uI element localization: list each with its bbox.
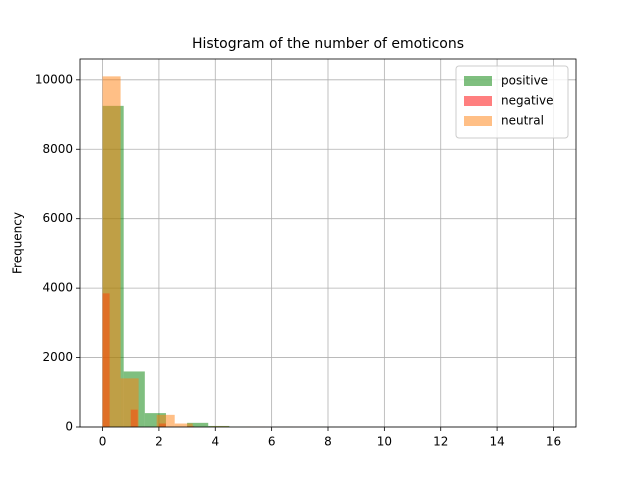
y-tick-label: 4000 [42, 281, 73, 295]
x-tick-label: 16 [546, 435, 561, 449]
legend-label: negative [501, 94, 553, 108]
x-tick-label: 0 [99, 435, 107, 449]
legend: positive negative neutral [455, 65, 569, 139]
x-tick-label: 14 [489, 435, 504, 449]
legend-swatch [464, 76, 492, 86]
y-axis-label: Frequency [11, 212, 25, 274]
legend-swatch [464, 96, 492, 106]
y-tick-label: 8000 [42, 142, 73, 156]
y-tick-label: 2000 [42, 350, 73, 364]
bar [187, 422, 209, 427]
x-tick-label: 2 [155, 435, 163, 449]
x-tick-label: 10 [377, 435, 392, 449]
bar [156, 414, 175, 427]
chart-title: Histogram of the number of emoticons [192, 36, 464, 52]
y-tick-label: 10000 [35, 72, 73, 86]
bar [120, 378, 139, 427]
x-tick-label: 12 [433, 435, 448, 449]
y-tick-label: 6000 [42, 211, 73, 225]
legend-label: neutral [501, 114, 544, 128]
x-tick-label: 4 [211, 435, 219, 449]
bar [174, 423, 193, 427]
bar [102, 76, 121, 427]
plot-frame [79, 58, 577, 428]
legend-swatch [464, 116, 492, 126]
y-tick-label: 0 [65, 420, 73, 434]
x-tick-label: 8 [324, 435, 332, 449]
legend-label: positive [501, 74, 548, 88]
x-tick-label: 6 [268, 435, 276, 449]
